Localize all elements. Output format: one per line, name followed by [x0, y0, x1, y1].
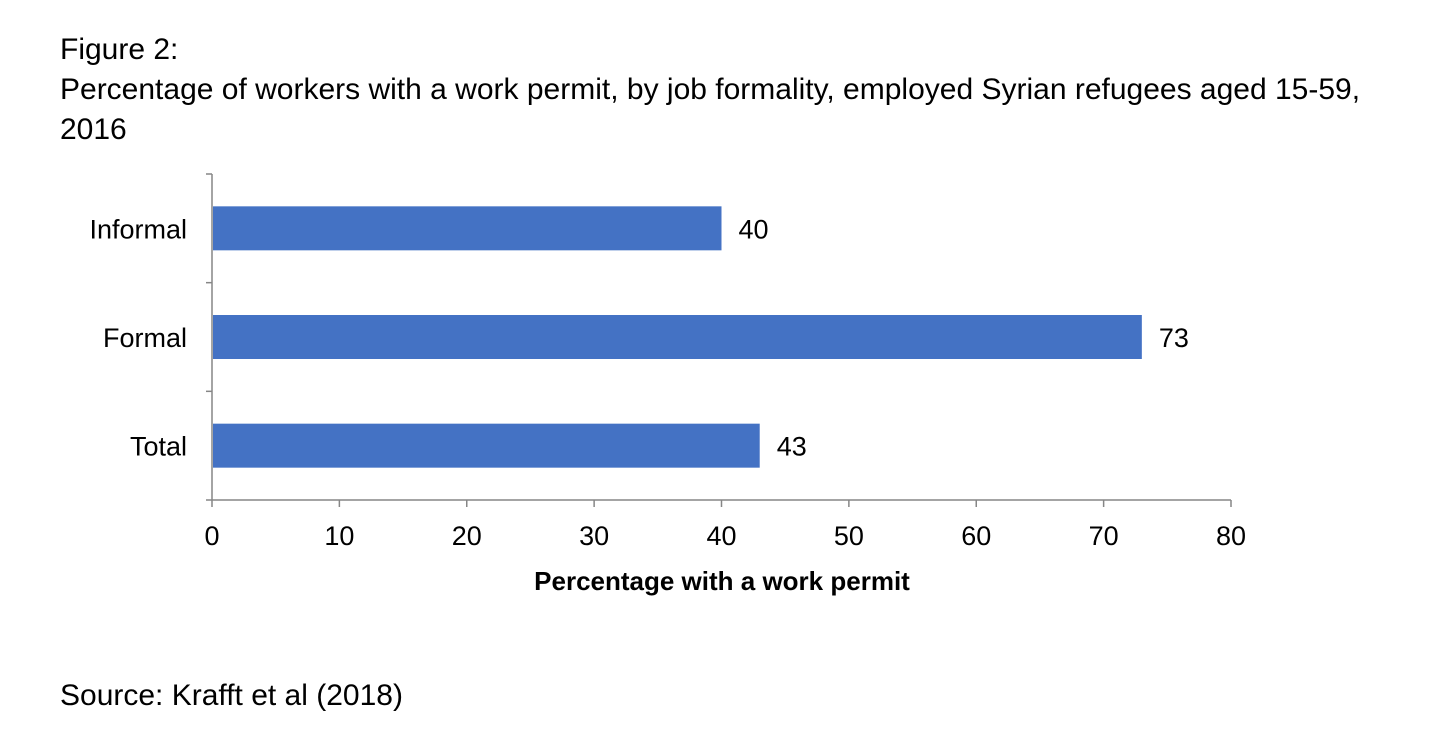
source-note: Source: Krafft et al (2018) [60, 679, 403, 712]
x-tick-label: 70 [1089, 521, 1119, 551]
figure-label: Figure 2: [60, 33, 179, 66]
chart-bars [213, 206, 1142, 468]
x-tick-label: 60 [961, 521, 991, 551]
x-tick-label: 0 [204, 521, 219, 551]
bar [213, 315, 1142, 359]
data-label: 73 [1159, 323, 1189, 353]
x-tick-label: 10 [324, 521, 354, 551]
category-label: Informal [89, 214, 187, 244]
x-tick-label: 40 [706, 521, 736, 551]
data-label: 43 [777, 432, 807, 462]
category-label: Formal [103, 323, 187, 353]
x-tick-label: 30 [579, 521, 609, 551]
x-tick-label: 80 [1216, 521, 1246, 551]
chart-axes [206, 173, 1232, 507]
data-label: 40 [739, 214, 769, 244]
bar [213, 206, 722, 251]
x-tick-label: 20 [452, 521, 482, 551]
category-label: Total [130, 432, 187, 462]
bar-chart: 0 10 20 30 40 50 60 70 80 Informal 40 Formal 73 Total… [89, 173, 1246, 596]
x-tick-label: 50 [834, 521, 864, 551]
figure-title: Percentage of workers with a work permit… [60, 73, 1361, 146]
figure-title-block: Figure 2: Percentage of workers with a w… [60, 30, 1400, 150]
bar [213, 423, 760, 468]
chart-labels: 0 10 20 30 40 50 60 70 80 Informal 40 Formal 73 Total… [89, 214, 1246, 551]
x-axis-title: Percentage with a work permit [534, 566, 910, 596]
